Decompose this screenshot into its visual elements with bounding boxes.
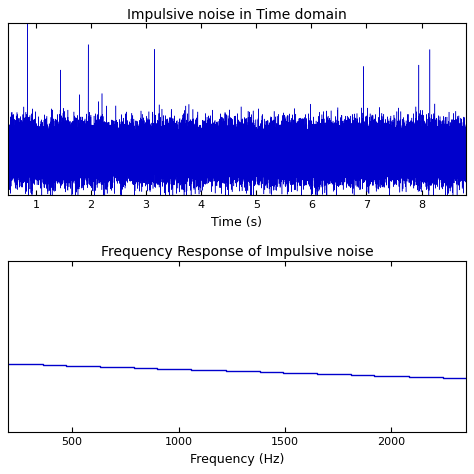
- X-axis label: Frequency (Hz): Frequency (Hz): [190, 453, 284, 465]
- Title: Impulsive noise in Time domain: Impulsive noise in Time domain: [127, 9, 347, 22]
- X-axis label: Time (s): Time (s): [211, 216, 263, 228]
- Title: Frequency Response of Impulsive noise: Frequency Response of Impulsive noise: [100, 246, 374, 259]
